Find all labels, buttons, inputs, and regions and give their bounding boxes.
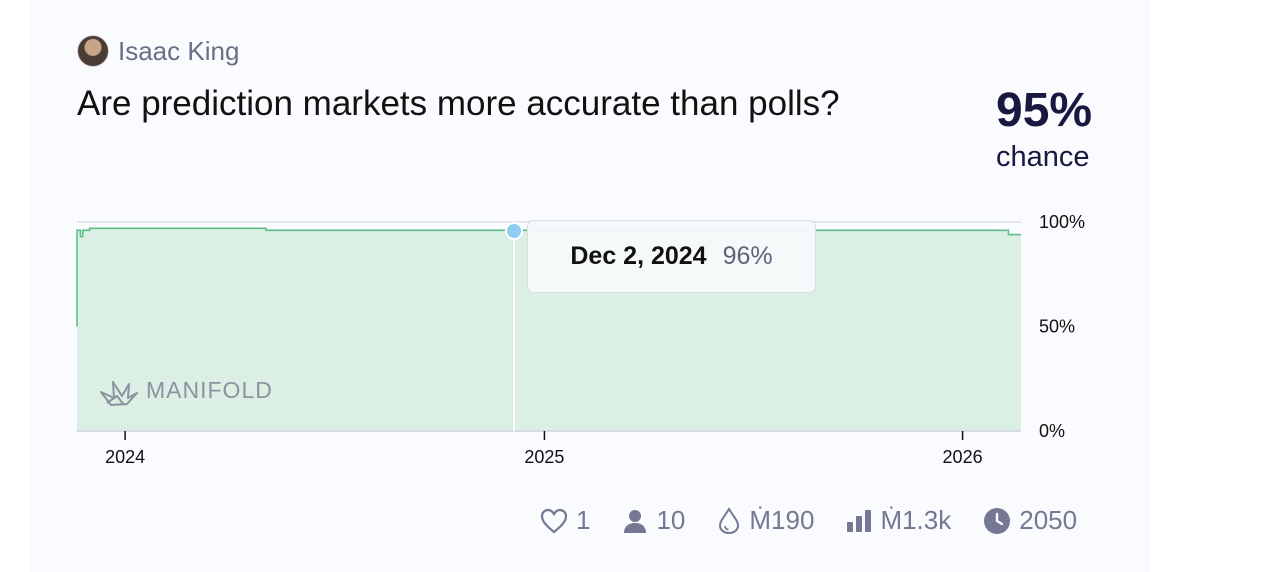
watermark-text: MANIFOLD: [146, 377, 273, 403]
liquidity-amount: Ṁ190: [749, 505, 815, 535]
x-tick-label: 2024: [105, 447, 145, 467]
volume-stat[interactable]: Ṁ1.3k: [846, 505, 951, 536]
heart-icon[interactable]: [540, 508, 568, 534]
close-date-stat[interactable]: 2050: [983, 505, 1077, 536]
likes-stat[interactable]: 1: [540, 505, 590, 536]
y-tick-label: 100%: [1039, 212, 1085, 232]
user-icon: [624, 509, 647, 533]
manifold-logo-icon: [100, 381, 138, 406]
tooltip-probability: 96%: [722, 242, 773, 270]
traders-stat[interactable]: 10: [622, 505, 685, 536]
chart-line: [76, 227, 1021, 327]
volume-amount: Ṁ1.3k: [880, 505, 952, 535]
x-tick-label: 2026: [943, 447, 983, 467]
hover-dot: [505, 222, 523, 240]
close-year: 2050: [1019, 505, 1078, 535]
avatar[interactable]: [77, 35, 109, 67]
tooltip-date: Dec 2, 2024: [570, 242, 707, 270]
liquidity-stat[interactable]: Ṁ190: [717, 505, 814, 536]
y-tick-label: 0%: [1039, 421, 1065, 441]
author-name[interactable]: Isaac King: [118, 35, 240, 66]
author[interactable]: Isaac King: [77, 35, 239, 67]
x-axis: 2024 2025 2026: [105, 431, 983, 467]
y-tick-label: 50%: [1039, 317, 1075, 337]
probability-display: 95% chance: [996, 82, 1092, 174]
manifold-watermark: MANIFOLD: [100, 377, 273, 406]
bar-chart-icon: [847, 509, 872, 532]
droplet-icon: [719, 506, 740, 534]
y-axis: 100% 50% 0%: [1039, 212, 1085, 441]
likes-count: 1: [576, 505, 591, 535]
clock-icon: [984, 507, 1011, 534]
traders-count: 10: [656, 505, 686, 535]
probability-value: 95%: [996, 84, 1093, 137]
market-question[interactable]: Are prediction markets more accurate tha…: [77, 84, 840, 123]
chart-tooltip: Dec 2, 2024 96%: [527, 220, 816, 293]
probability-label: chance: [996, 141, 1090, 173]
market-stats: 1 10 Ṁ190 Ṁ1.3k 2050: [540, 505, 1077, 536]
x-tick-label: 2025: [524, 447, 564, 467]
